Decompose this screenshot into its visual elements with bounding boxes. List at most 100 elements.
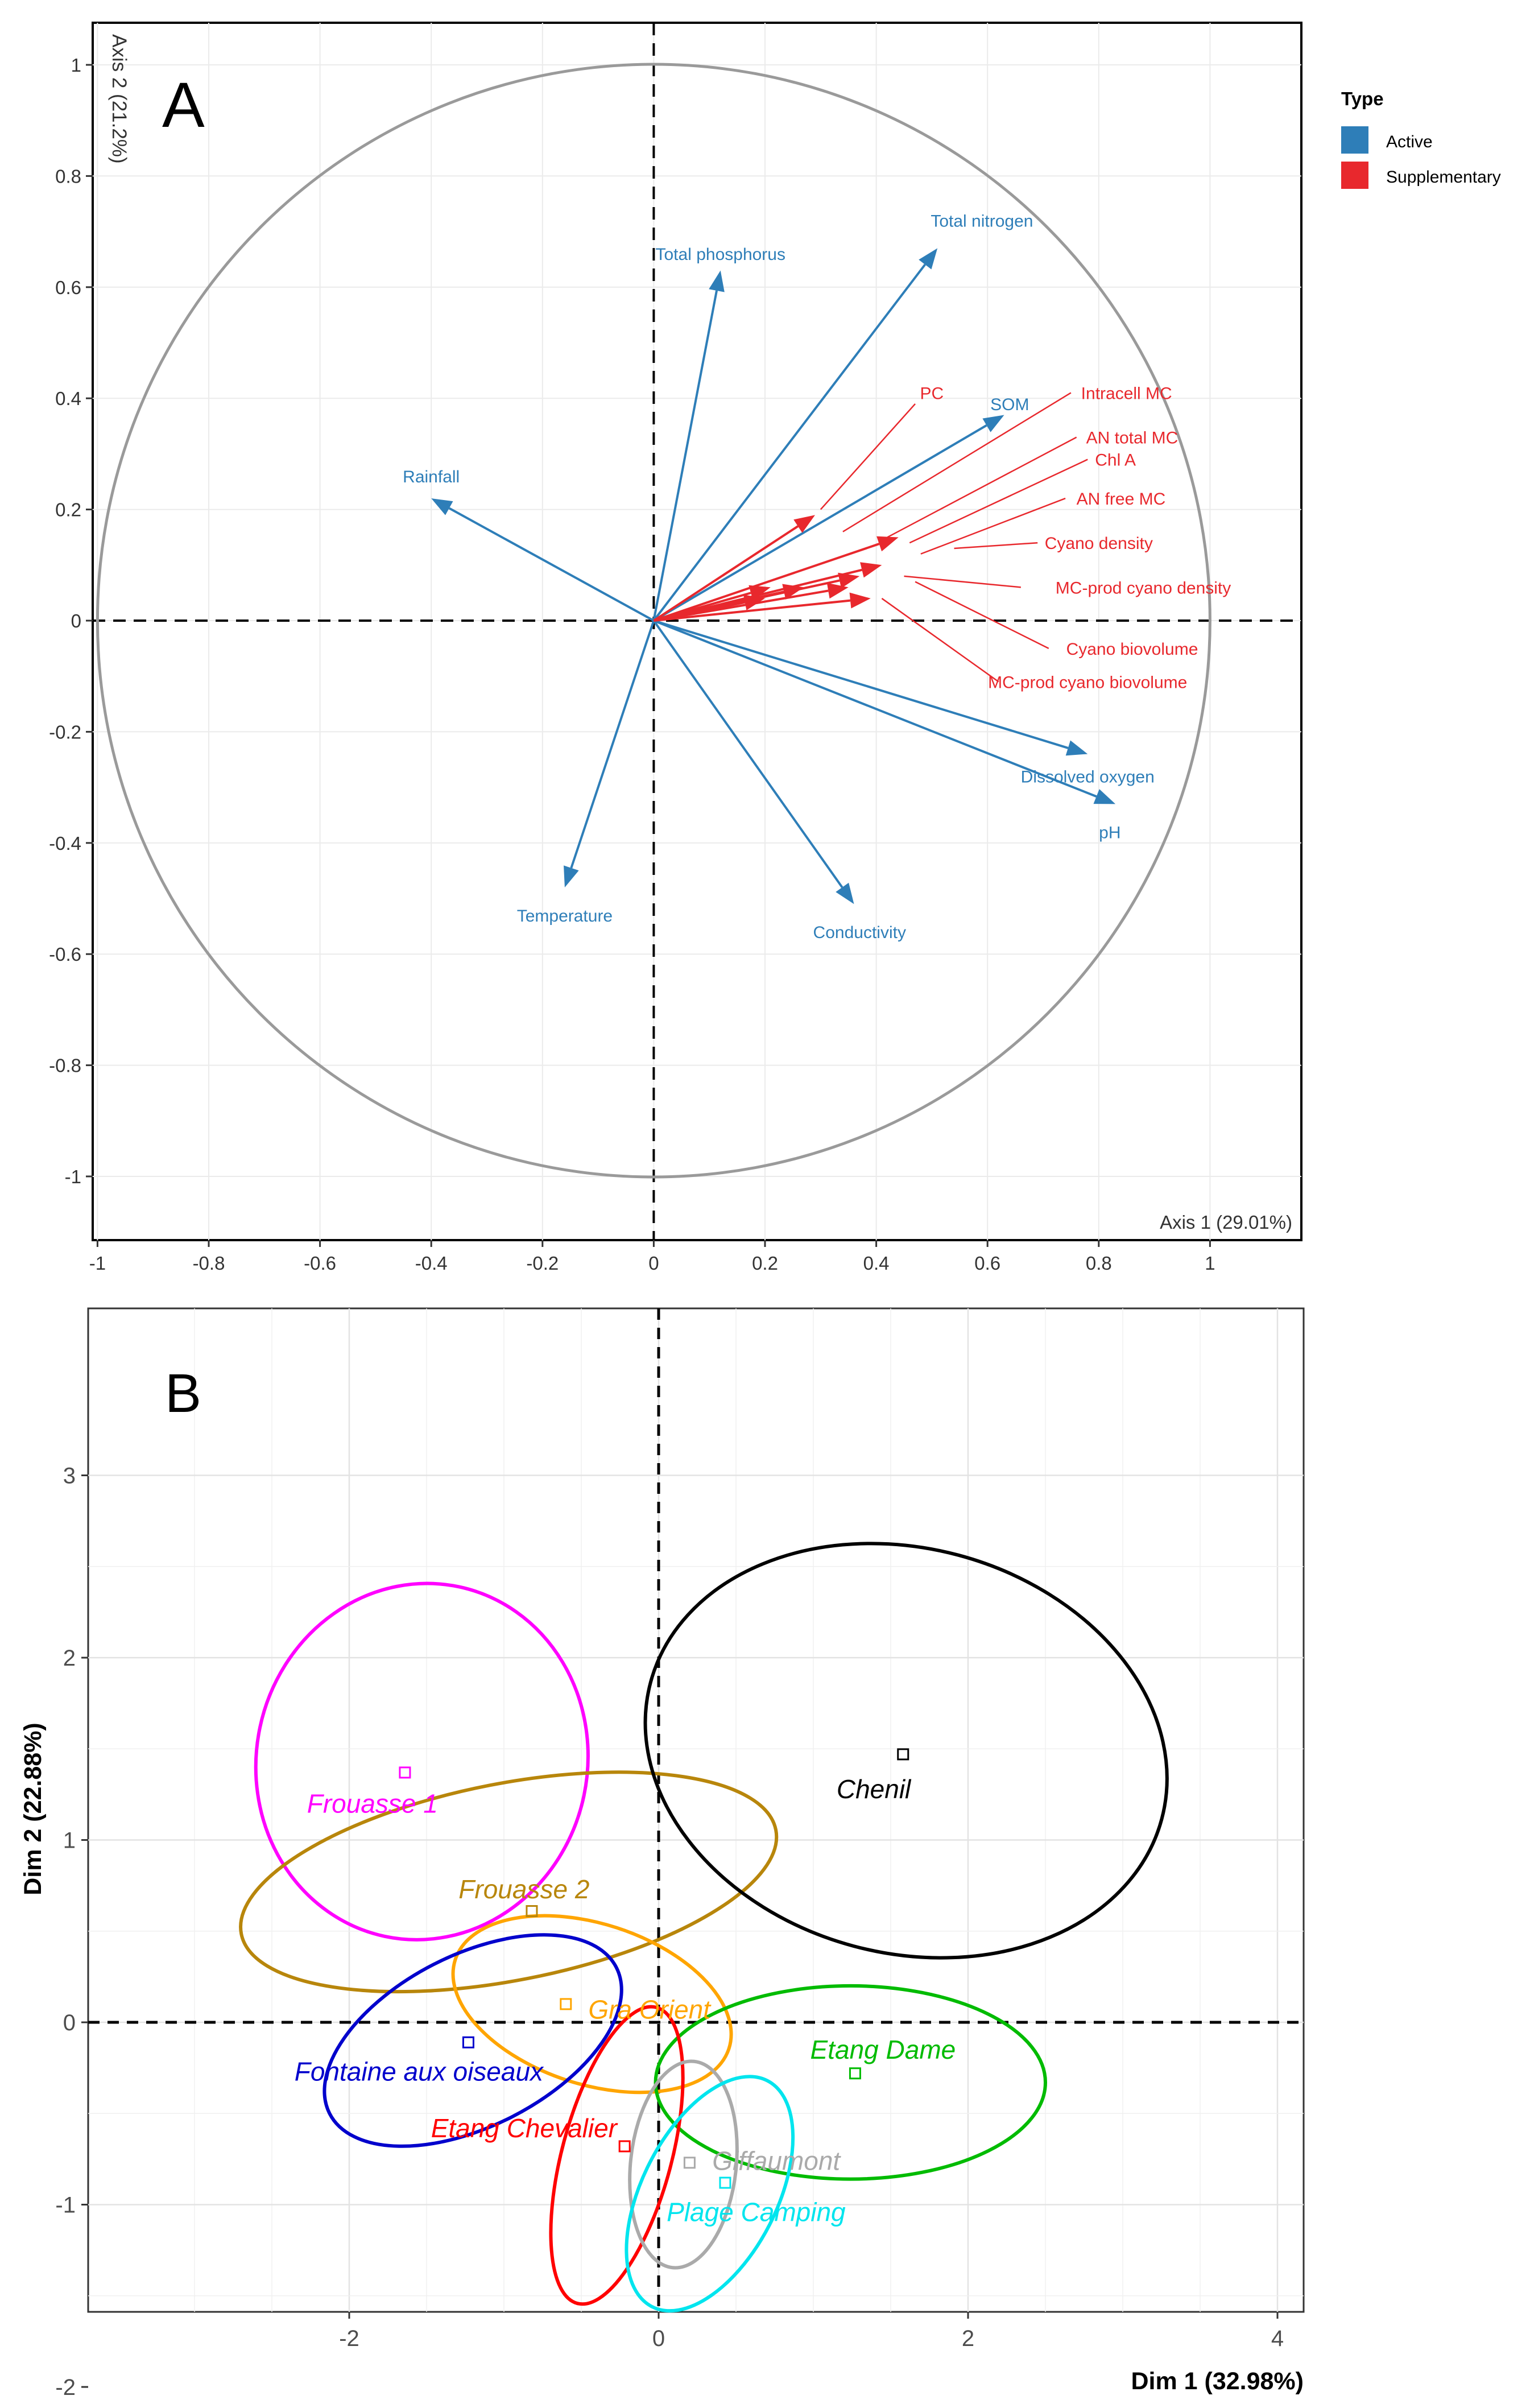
panel-b-y-ticks: -2 -1 0 1 2 3	[55, 1464, 88, 2400]
label-leader-mc-prod-cyano-density	[904, 575, 1021, 588]
arrowhead-conductivity	[836, 882, 854, 904]
arrowhead-temperature	[564, 865, 579, 887]
ellipse-chenil	[643, 1542, 1169, 1960]
vector-label-temperature: Temperature	[517, 907, 613, 926]
centroid-plage-camping	[719, 2176, 731, 2189]
a-y-tick-label: -0.8	[49, 1055, 81, 1076]
arrowhead-an-total-mc	[860, 562, 882, 578]
arrowhead-som	[982, 415, 1004, 432]
arrowhead-pc	[793, 515, 816, 533]
a-x-tick-label: 0.2	[752, 1253, 778, 1274]
arrowhead-total-phosphorus	[709, 270, 725, 292]
label-leader-chl-a	[909, 459, 1088, 544]
vector-label-total-phosphorus: Total phosphorus	[656, 245, 786, 264]
group-label-frouasse-1: Frouasse 1	[307, 1789, 438, 1818]
b-y-tick-label: 1	[63, 1828, 76, 1853]
vector-dissolved-oxygen	[653, 619, 1069, 749]
group-label-plage-camping: Plage Camping	[667, 2197, 846, 2227]
legend: Type Active Supplementary	[1341, 88, 1501, 189]
panel-b-groups: Frouasse 1 Frouasse 2 Chenil Gra Orient Font…	[239, 1542, 1169, 2313]
group-label-etang-chevalier: Etang Chevalier	[431, 2113, 618, 2143]
arrowhead-ph	[1093, 789, 1116, 804]
legend-label-active: Active	[1386, 133, 1433, 151]
label-leader-intracell-mc	[842, 392, 1072, 532]
panel-b: Frouasse 1 Frouasse 2 Chenil Gra Orient Font…	[19, 1307, 1305, 2400]
vector-label-conductivity: Conductivity	[813, 923, 906, 942]
a-x-tick-label: 0	[648, 1253, 659, 1274]
label-leader-an-total-mc	[887, 436, 1077, 538]
b-x-tick-label: 2	[962, 2326, 974, 2351]
a-x-tick-label: 0.6	[974, 1253, 1000, 1274]
centroid-frouasse-1	[399, 1766, 411, 1779]
correlation-circle	[96, 63, 1211, 1179]
a-y-tick-label: 0	[71, 610, 81, 631]
a-x-tick-label: -1	[89, 1253, 106, 1274]
panel-b-label: B	[165, 1363, 201, 1424]
centroid-etang-dame	[849, 2067, 861, 2080]
vector-label-intracell-mc: Intracell MC	[1081, 384, 1172, 403]
label-leader-an-free-mc	[920, 497, 1066, 555]
centroid-giffaumont	[683, 2157, 696, 2169]
arrowhead-intracell-mc	[876, 536, 899, 552]
label-leader-cyano-biovolume	[915, 581, 1049, 649]
panel-b-y-axis-title: Dim 2 (22.88%)	[19, 1723, 47, 1895]
b-y-tick-label: 0	[63, 2010, 76, 2035]
panel-a: Total nitrogen Total phosphorus SOM Rainfal…	[49, 22, 1501, 1274]
vector-label-mc-prod-cyano-density: MC-prod cyano density	[1056, 579, 1231, 597]
centroid-etang-chevalier	[618, 2140, 631, 2153]
vector-label-ph: pH	[1099, 823, 1120, 842]
panel-a-y-ticks: -1 -0.8 -0.6 -0.4 -0.2 0 0.2 0.4 0.6 0.8 1	[49, 55, 93, 1187]
group-label-fontaine-aux-oiseaux: Fontaine aux oiseaux	[295, 2057, 544, 2087]
arrowhead-dissolved-oxygen	[1065, 740, 1088, 756]
arrowhead-rainfall	[431, 498, 453, 515]
vector-som	[653, 424, 987, 622]
vector-cyano-biovolume	[653, 579, 840, 622]
panel-a-x-axis-title: Axis 1 (29.01%)	[1160, 1212, 1292, 1233]
a-y-tick-label: -0.2	[49, 721, 81, 742]
group-label-chenil: Chenil	[837, 1774, 912, 1804]
ellipse-giffaumont	[628, 2059, 739, 2270]
centroid-frouasse-2	[526, 1905, 538, 1917]
panel-b-frame	[87, 1307, 1305, 2313]
arrowhead-mc-prod-cyano-biovolume	[849, 592, 871, 609]
vector-label-cyano-density: Cyano density	[1045, 534, 1153, 553]
group-label-etang-dame: Etang Dame	[811, 2035, 956, 2064]
vector-temperature	[570, 620, 655, 869]
vector-label-som: SOM	[990, 395, 1029, 414]
vector-label-an-total-mc: AN total MC	[1086, 429, 1178, 448]
vector-ph	[653, 619, 1097, 798]
a-y-tick-label: 0.8	[55, 166, 81, 187]
a-x-tick-label: -0.2	[526, 1253, 559, 1274]
group-label-giffaumont: Giffaumont	[712, 2146, 841, 2176]
a-y-tick-label: 0.2	[55, 499, 81, 521]
vector-mc-prod-cyano-biovolume	[654, 599, 851, 622]
vector-pc	[653, 525, 799, 622]
panel-a-vectors: Total nitrogen Total phosphorus SOM Rainfal…	[403, 212, 1231, 943]
b-y-tick-label: -2	[55, 2375, 76, 2400]
a-x-tick-label: 0.4	[863, 1253, 890, 1274]
label-leader-cyano-density	[954, 542, 1038, 550]
ellipse-frouasse-2	[239, 1770, 779, 1994]
ellipse-fontaine-aux-oiseaux	[322, 1933, 623, 2148]
label-leader-mc-prod-cyano-biovolume	[881, 597, 999, 683]
vector-label-an-free-mc: AN free MC	[1077, 490, 1166, 509]
ellipse-plage-camping	[625, 2075, 795, 2313]
vector-rainfall	[448, 507, 655, 622]
vector-intracell-mc	[653, 543, 880, 622]
a-y-tick-label: -0.6	[49, 944, 81, 965]
a-y-tick-label: -1	[65, 1166, 81, 1187]
ellipse-frouasse-1	[254, 1581, 590, 1942]
legend-swatch-supplementary	[1341, 162, 1368, 189]
centroid-gra-orient	[560, 1998, 572, 2010]
vector-label-pc: PC	[920, 384, 944, 403]
a-y-tick-label: -0.4	[49, 833, 81, 854]
panel-a-label: A	[162, 69, 205, 141]
b-x-tick-label: 0	[652, 2326, 665, 2351]
a-x-tick-label: -0.8	[193, 1253, 225, 1274]
a-y-tick-label: 0.6	[55, 277, 81, 298]
panel-b-x-ticks: -2 0 2 4	[339, 2312, 1284, 2351]
centroid-fontaine-aux-oiseaux	[462, 2036, 474, 2048]
a-y-tick-label: 0.4	[55, 388, 81, 409]
b-y-tick-label: -1	[55, 2193, 76, 2218]
b-x-tick-label: 4	[1271, 2326, 1284, 2351]
